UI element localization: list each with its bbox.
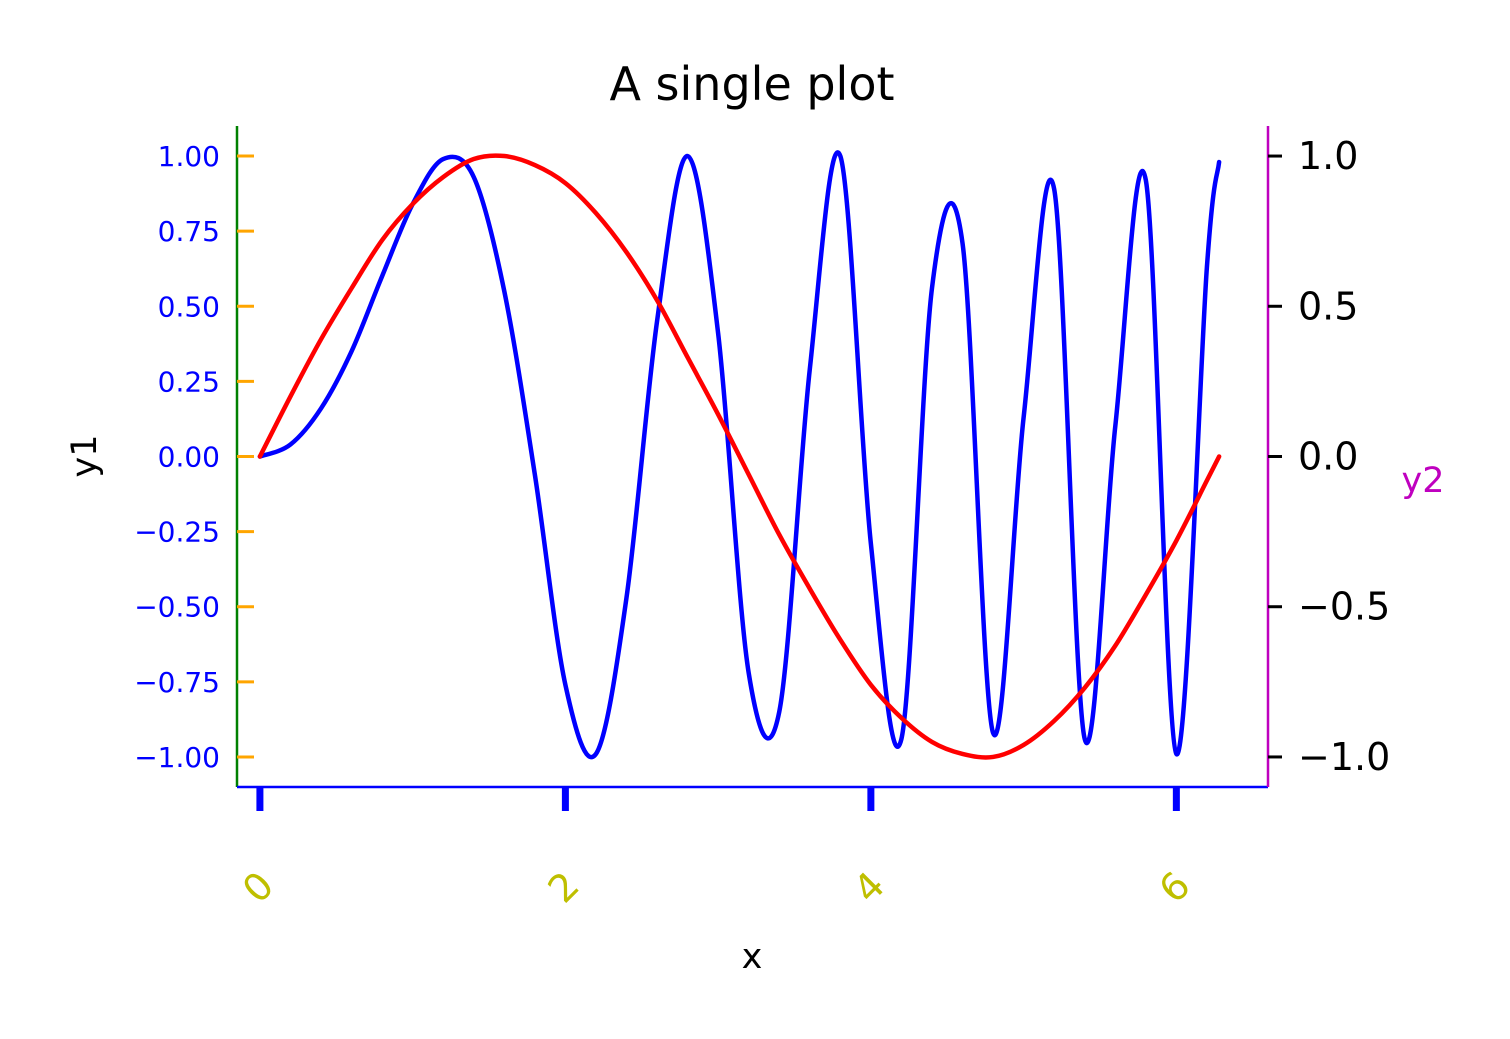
y2-tick: 0.5: [1268, 284, 1358, 328]
y2-tick-label: 0.5: [1298, 284, 1358, 328]
y1-axis-label: y1: [65, 435, 105, 478]
y2-series-line: [257, 153, 1222, 760]
x-tick: 0: [234, 787, 282, 911]
y1-tick-label: −1.00: [134, 741, 220, 774]
x-tick: 2: [540, 787, 588, 911]
y2-tick-label: 0.0: [1298, 435, 1358, 479]
y1-tick-label: 0.25: [158, 365, 220, 398]
right-y-axis-ticks: 1.0 0.5 0.0 −0.5 −1.0: [1268, 134, 1390, 779]
y2-tick: −0.5: [1268, 585, 1390, 629]
y1-tick: 1.00: [158, 140, 254, 173]
x-tick: 4: [845, 787, 893, 911]
x-tick: 6: [1150, 787, 1199, 911]
y1-tick-label: 1.00: [158, 140, 220, 173]
x-tick-label: 4: [845, 863, 893, 911]
x-tick-label: 6: [1150, 863, 1198, 911]
chart-title: A single plot: [609, 57, 894, 111]
y2-tick: 1.0: [1268, 134, 1358, 178]
y2-tick: −1.0: [1268, 735, 1390, 779]
y1-tick: −0.25: [134, 516, 254, 549]
y1-tick: 0.75: [158, 215, 254, 248]
x-tick-label: 0: [234, 863, 282, 911]
y1-tick: −0.75: [134, 666, 254, 699]
left-y-axis-ticks: 1.00 0.75 0.50 0.25 0.00 −0.25 −0.50 −0.75 −1.00: [134, 140, 254, 774]
y1-tick: 0.50: [158, 290, 254, 323]
y1-tick-label: −0.50: [134, 591, 220, 624]
y2-tick: 0.0: [1268, 435, 1358, 479]
y1-tick: −1.00: [134, 741, 254, 774]
y2-tick-label: 1.0: [1298, 134, 1358, 178]
y1-series-line: [257, 150, 1222, 760]
y1-tick: 0.25: [158, 365, 254, 398]
y1-tick: −0.50: [134, 591, 254, 624]
y1-tick-label: 0.00: [158, 441, 220, 474]
y2-axis-label: y2: [1402, 461, 1445, 501]
plot-area: [257, 150, 1222, 760]
x-axis-ticks: 0 2 4 6: [234, 787, 1199, 911]
y1-tick-label: 0.75: [158, 215, 220, 248]
x-tick-label: 2: [540, 863, 588, 911]
x-axis-label: x: [742, 937, 763, 977]
y1-tick-label: 0.50: [158, 290, 220, 323]
y2-tick-label: −1.0: [1298, 735, 1390, 779]
y2-tick-label: −0.5: [1298, 585, 1390, 629]
y1-tick: 0.00: [158, 441, 254, 474]
y1-tick-label: −0.75: [134, 666, 220, 699]
y1-tick-label: −0.25: [134, 516, 220, 549]
